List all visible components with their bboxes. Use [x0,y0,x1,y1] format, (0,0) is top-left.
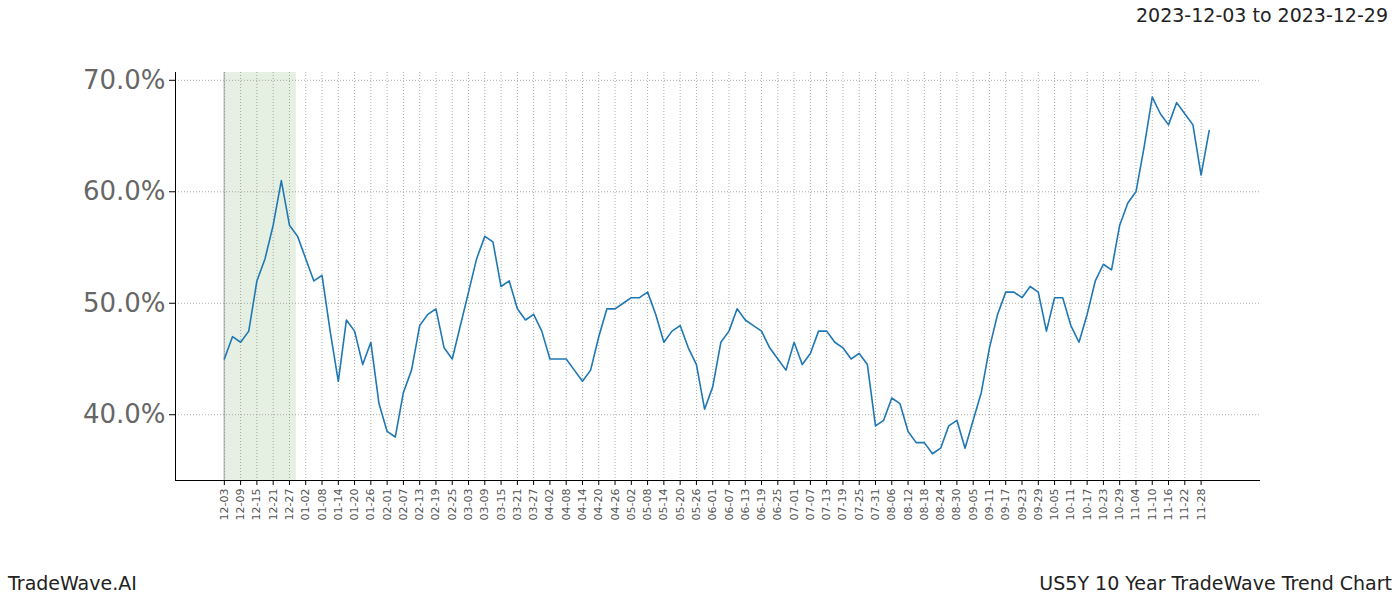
svg-text:09-05: 09-05 [967,489,980,521]
svg-text:10-23: 10-23 [1097,489,1110,521]
svg-text:04-02: 04-02 [543,489,556,521]
svg-text:02-13: 02-13 [413,489,426,521]
svg-text:02-25: 02-25 [446,489,459,521]
svg-text:05-26: 05-26 [690,489,703,521]
svg-text:09-17: 09-17 [999,489,1012,521]
svg-text:07-13: 07-13 [820,489,833,521]
svg-text:11-10: 11-10 [1146,489,1159,521]
svg-text:06-19: 06-19 [755,489,768,521]
svg-text:11-16: 11-16 [1162,489,1175,521]
html-text:US5Y 10 Year TradeWave Trend C: US5Y 10 Year TradeWave Trend Chart [1039,572,1392,594]
svg-text:02-07: 02-07 [397,489,410,521]
svg-text:08-06: 08-06 [885,489,898,521]
svg-text:10-29: 10-29 [1113,489,1126,521]
svg-text:05-20: 05-20 [674,489,687,521]
svg-text:11-22: 11-22 [1178,489,1191,521]
svg-text:06-01: 06-01 [706,489,719,521]
svg-text:08-30: 08-30 [950,489,963,521]
html-text:2023-12-03 to 2023-12-29: 2023-12-03 to 2023-12-29 [1136,4,1388,26]
svg-text:05-08: 05-08 [641,489,654,521]
svg-text:04-26: 04-26 [609,489,622,521]
svg-text:07-01: 07-01 [788,489,801,521]
svg-text:07-25: 07-25 [853,489,866,521]
svg-text:08-12: 08-12 [902,489,915,521]
svg-text:07-07: 07-07 [804,489,817,521]
svg-text:12-09: 12-09 [234,489,247,521]
svg-text:10-05: 10-05 [1048,489,1061,521]
svg-text:06-13: 06-13 [739,489,752,521]
svg-text:03-09: 03-09 [478,489,491,521]
svg-text:01-20: 01-20 [348,489,361,521]
svg-text:03-27: 03-27 [527,489,540,521]
svg-text:12-27: 12-27 [283,489,296,521]
svg-text:12-15: 12-15 [250,489,263,521]
svg-text:01-26: 01-26 [364,489,377,521]
svg-text:01-08: 01-08 [316,489,329,521]
svg-text:01-02: 01-02 [299,489,312,521]
svg-text:08-24: 08-24 [934,489,947,521]
svg-text:04-08: 04-08 [560,489,573,521]
svg-text:70.0%: 70.0% [83,65,166,95]
svg-text:03-15: 03-15 [495,489,508,521]
svg-text:05-02: 05-02 [625,489,638,521]
svg-text:10-11: 10-11 [1064,489,1077,521]
svg-text:04-14: 04-14 [576,489,589,521]
svg-text:09-11: 09-11 [983,489,996,521]
svg-text:03-21: 03-21 [511,489,524,521]
svg-text:04-20: 04-20 [592,489,605,521]
svg-text:12-21: 12-21 [267,489,280,521]
svg-text:01-14: 01-14 [332,489,345,521]
svg-text:07-31: 07-31 [869,489,882,521]
svg-text:11-28: 11-28 [1195,489,1208,521]
svg-text:06-07: 06-07 [723,489,736,521]
svg-text:40.0%: 40.0% [83,399,166,429]
svg-text:09-23: 09-23 [1016,489,1029,521]
svg-text:03-03: 03-03 [462,489,475,521]
svg-text:05-14: 05-14 [657,489,670,521]
svg-text:02-19: 02-19 [429,489,442,521]
svg-text:07-19: 07-19 [836,489,849,521]
svg-text:10-17: 10-17 [1081,489,1094,521]
svg-text:50.0%: 50.0% [83,288,166,318]
svg-text:02-01: 02-01 [381,489,394,521]
svg-text:06-25: 06-25 [771,489,784,521]
svg-text:11-04: 11-04 [1129,489,1142,521]
svg-text:12-03: 12-03 [218,489,231,521]
svg-text:60.0%: 60.0% [83,176,166,206]
svg-text:08-18: 08-18 [918,489,931,521]
html-text:TradeWave.AI: TradeWave.AI [8,572,137,594]
svg-text:09-29: 09-29 [1032,489,1045,521]
